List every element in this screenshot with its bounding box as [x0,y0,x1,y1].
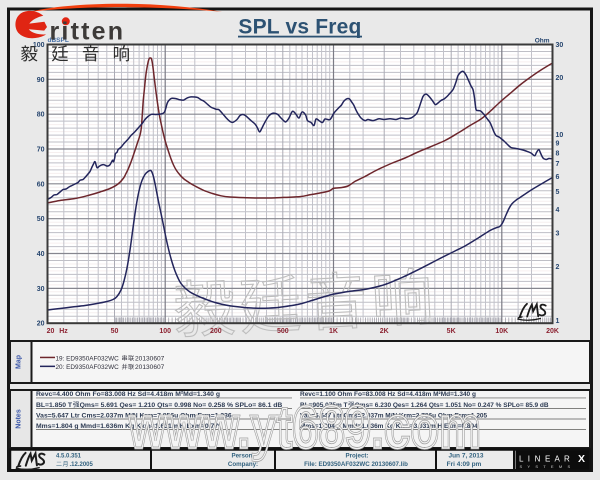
svg-text:4.5.0.351: 4.5.0.351 [56,454,82,460]
svg-text:80: 80 [37,112,45,119]
svg-text:SPL vs Freq: SPL vs Freq [238,16,361,39]
svg-text:7: 7 [556,161,560,168]
svg-text:Vas=5.647 Ltr Cms=2.037m M/N: Vas=5.647 Ltr Cms=2.037m M/N Krm=7.856u … [36,412,232,419]
svg-text:L I N E A R: L I N E A R [519,455,571,464]
svg-text:Project:: Project: [345,453,368,460]
svg-text:30: 30 [556,42,564,49]
svg-text:Jun 7, 2013: Jun 7, 2013 [448,453,483,460]
svg-text:Vas=5.647 Ltr Cms=2.037m M/N: Vas=5.647 Ltr Cms=2.037m M/N Krm=2.786u … [300,412,488,419]
svg-text:5: 5 [556,189,560,196]
svg-text:20: ED9350AF032WC: 20: ED9350AF032WC [56,364,120,371]
svg-text:dBSPL: dBSPL [48,37,69,44]
svg-text:3: 3 [556,231,560,238]
svg-text:50: 50 [111,328,119,335]
svg-text:ritten: ritten [50,17,126,45]
svg-text:2: 2 [556,264,560,271]
svg-text:Company:: Company: [228,461,258,468]
svg-text:10: 10 [556,132,564,139]
svg-text:20: 20 [47,328,55,335]
svg-text:10K: 10K [495,328,508,335]
svg-text:19: ED9350AF032WC: 19: ED9350AF032WC [56,355,120,362]
svg-text:6: 6 [556,174,560,181]
svg-text:S Y S T E M S: S Y S T E M S [520,464,573,469]
svg-text:Notes: Notes [16,409,23,429]
svg-text:Map: Map [16,355,23,369]
svg-text:90: 90 [37,77,45,84]
svg-text:30: 30 [37,286,45,293]
svg-text:20: 20 [37,321,45,328]
svg-text:www.yt689.com: www.yt689.com [128,394,481,461]
svg-text:BL=1.850 T Qms= 5.691 Qes=: BL=1.850 T Qms= 5.691 Qes= 1.210 Qts= 0.… [36,402,282,409]
svg-text:20: 20 [556,75,564,82]
svg-text:Mms=1.804 g Mmd=1.636m Kg Kx: Mms=1.804 g Mmd=1.636m Kg Kxm=1.631m H E… [36,423,222,430]
svg-text:100: 100 [33,42,45,49]
svg-text:500: 500 [277,328,289,335]
svg-text:1: 1 [556,318,560,325]
svg-text:Revc=4.400 Ohm Fo=83.008 Hz: Revc=4.400 Ohm Fo=83.008 Hz Sd=4.418m M²… [36,391,220,398]
svg-text:40: 40 [37,251,45,258]
svg-text:4: 4 [556,207,560,214]
svg-text:Revc=1.100 Ohm Fo=83.008 Hz: Revc=1.100 Ohm Fo=83.008 Hz Sd=4.418m M²… [300,391,476,398]
svg-text:Person:: Person: [231,453,254,460]
svg-text:2K: 2K [380,328,389,335]
svg-text:Fri 4:09 pm: Fri 4:09 pm [447,461,482,468]
svg-text:5K: 5K [447,328,456,335]
svg-text:20130607: 20130607 [135,364,165,371]
svg-text:200: 200 [210,328,222,335]
svg-text:100: 100 [159,328,171,335]
svg-text:www.yt689.com: www.yt689.com [128,394,481,461]
svg-text:8: 8 [556,150,560,157]
svg-text:50: 50 [37,216,45,223]
svg-text:20130607: 20130607 [135,355,165,362]
svg-text:Hz: Hz [59,328,68,335]
svg-text:70: 70 [37,147,45,154]
svg-text:20K: 20K [546,328,559,335]
svg-text:60: 60 [37,181,45,188]
svg-text:Ohm: Ohm [535,38,550,45]
svg-text:BL=905.075m T Qms= 6.230 Q: BL=905.075m T Qms= 6.230 Qes= 1.264 Qts=… [300,402,549,409]
svg-text:1K: 1K [329,328,338,335]
svg-text:File: ED9350AF032WC 20130607.: File: ED9350AF032WC 20130607.lib [304,461,408,468]
svg-text:Mms=1.804 g Mmd=1.636m Kg Kx: Mms=1.804 g Mmd=1.636m Kg Kxm=3.031m H E… [300,423,478,430]
svg-text:X: X [578,453,585,465]
svg-text:9: 9 [556,141,560,148]
svg-text:.12.2005: .12.2005 [70,462,94,468]
